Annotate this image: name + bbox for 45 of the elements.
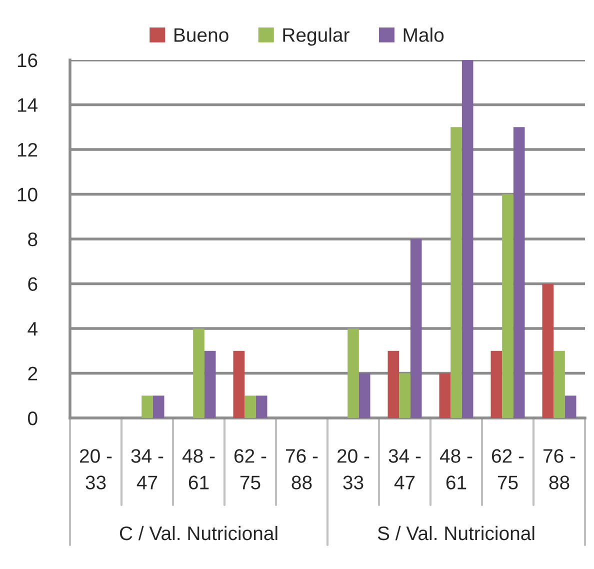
y-tick-label: 6: [28, 277, 38, 291]
y-tick-label: 2: [28, 366, 38, 380]
x-tick-label: 34 - 47: [131, 449, 164, 490]
bar: [204, 350, 216, 418]
x-tick-label: 20 - 33: [337, 449, 370, 490]
legend-label: Regular: [283, 28, 350, 46]
bar: [399, 373, 410, 418]
x-tick-label: 76 - 88: [543, 449, 576, 490]
x-tick-label: 62 - 75: [492, 449, 524, 490]
y-tick-label: 12: [18, 142, 38, 157]
bar: [450, 127, 462, 418]
bar: [142, 396, 153, 418]
legend-label: Malo: [404, 28, 444, 42]
bar: [490, 350, 502, 418]
text: C / Val. Nutricional: [120, 526, 278, 540]
y-tick-label: 8: [28, 232, 38, 246]
x-tick-label: 62 - 75: [234, 449, 266, 490]
y-tick-label: 16: [18, 53, 38, 68]
bar: [410, 239, 422, 418]
bar: [358, 373, 370, 418]
y-tick-label: 4: [28, 322, 38, 336]
x-tick-label: 20 - 33: [80, 449, 112, 490]
bar: [439, 373, 451, 418]
bar: [244, 396, 256, 418]
bar: [513, 127, 525, 418]
legend-label: Bueno: [174, 28, 228, 42]
bar: [348, 328, 359, 418]
bar: [256, 396, 268, 418]
x-tick-label: 34 - 47: [388, 449, 421, 490]
bar: [193, 328, 204, 418]
x-tick-label: 48 - 61: [182, 449, 215, 490]
bar: [152, 396, 164, 418]
bar: [388, 350, 400, 418]
bar: [502, 194, 514, 418]
y-tick-label: 0: [28, 411, 38, 426]
bar: [554, 350, 565, 418]
text: S / Val. Nutricional: [378, 526, 534, 540]
x-tick-label: 48 - 61: [440, 449, 472, 490]
x-tick-label: 76 - 88: [286, 449, 318, 490]
bar: [564, 396, 576, 418]
y-tick-label: 14: [18, 98, 38, 112]
bar: [233, 350, 245, 418]
y-tick-label: 10: [18, 188, 38, 202]
bar: [462, 60, 474, 418]
bar: [542, 284, 554, 418]
